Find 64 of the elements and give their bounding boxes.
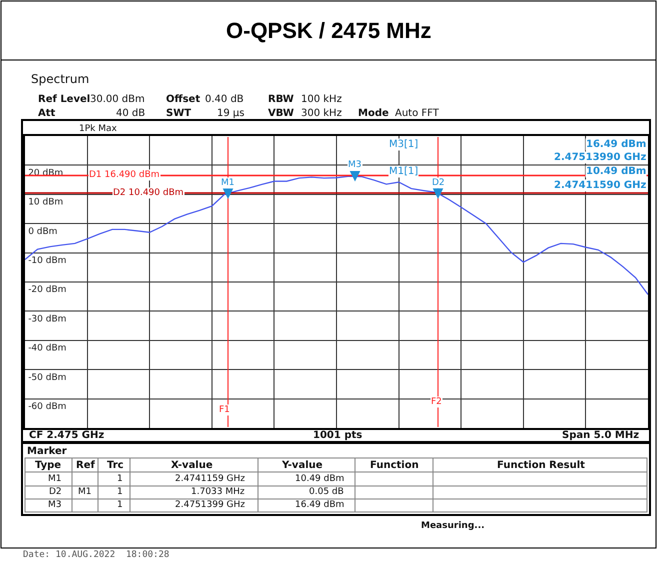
annotation: 16.49 dBm [586, 139, 646, 150]
text: Date: 10.AUG.2022 18:00:28 [23, 550, 170, 560]
text: Function Result [497, 460, 586, 471]
text: D2 [49, 487, 62, 497]
annotation: M3 [348, 160, 362, 170]
text: 300 kHz [301, 108, 342, 119]
y-tick-label: 0 dBm [28, 226, 58, 237]
y-tick-label: -50 dBm [28, 372, 66, 383]
text: 100 kHz [301, 94, 342, 105]
text: 10.49 dBm [295, 474, 344, 484]
text: Type [35, 460, 62, 471]
text: 30.00 dBm [90, 94, 145, 105]
y-tick-label: -40 dBm [28, 344, 66, 354]
text: Offset [166, 94, 200, 105]
annotation: D2 [432, 178, 445, 188]
text: Function [370, 460, 419, 471]
chart-title: O-QPSK / 2475 MHz [226, 18, 432, 43]
text: 1 [117, 487, 123, 497]
text: VBW [268, 108, 294, 119]
text: Att [38, 108, 56, 119]
text: Y-value [281, 460, 323, 471]
annotation: F1 [219, 405, 230, 415]
text: M1 [48, 474, 62, 484]
text: 0.05 dB [309, 487, 344, 497]
text: Mode [358, 108, 389, 119]
y-tick-label: 10 dBm [28, 198, 64, 208]
text: Span 5.0 MHz [562, 430, 640, 441]
text: M1 [78, 487, 92, 497]
annotation: 2.47513990 GHz [554, 152, 646, 163]
text: Marker [27, 446, 67, 457]
text: 19 µs [217, 108, 244, 119]
text: Spectrum [31, 72, 90, 86]
text: SWT [166, 108, 192, 119]
text: 0.40 dB [205, 94, 244, 105]
text: X-value [171, 460, 213, 471]
annotation: M3[1] [389, 139, 418, 150]
text: Ref Level [38, 94, 90, 105]
text: CF 2.475 GHz [29, 430, 104, 441]
annotation: 10.49 dBm [586, 166, 646, 177]
text: RBW [268, 94, 294, 105]
text: 1 [117, 500, 123, 510]
text: 16.49 dBm [295, 500, 344, 510]
text: 1 [117, 474, 123, 484]
text: 2.4741159 GHz [175, 474, 246, 484]
text: 2.4751399 GHz [175, 500, 246, 510]
annotation: M1[1] [389, 166, 418, 177]
annotation: 2.47411590 GHz [554, 180, 646, 191]
ref-line-label: D2 10.490 dBm [113, 188, 184, 198]
text: M3 [48, 500, 62, 510]
text: Ref [76, 460, 96, 471]
y-tick-label: -20 dBm [28, 285, 66, 296]
text: 1.7033 MHz [191, 487, 245, 497]
text: 1Pk Max [79, 124, 118, 134]
ref-line-label: D1 16.490 dBm [89, 170, 160, 180]
text: 1001 pts [313, 430, 362, 441]
text: Measuring... [421, 521, 485, 531]
text: Trc [107, 460, 124, 471]
y-tick-label: -60 dBm [28, 402, 66, 412]
y-tick-label: -30 dBm [28, 314, 66, 324]
annotation: F2 [431, 397, 442, 407]
text: Auto FFT [395, 108, 440, 119]
text: 40 dB [116, 108, 146, 119]
y-tick-label: -10 dBm [28, 256, 66, 266]
annotation: M1 [221, 178, 234, 188]
